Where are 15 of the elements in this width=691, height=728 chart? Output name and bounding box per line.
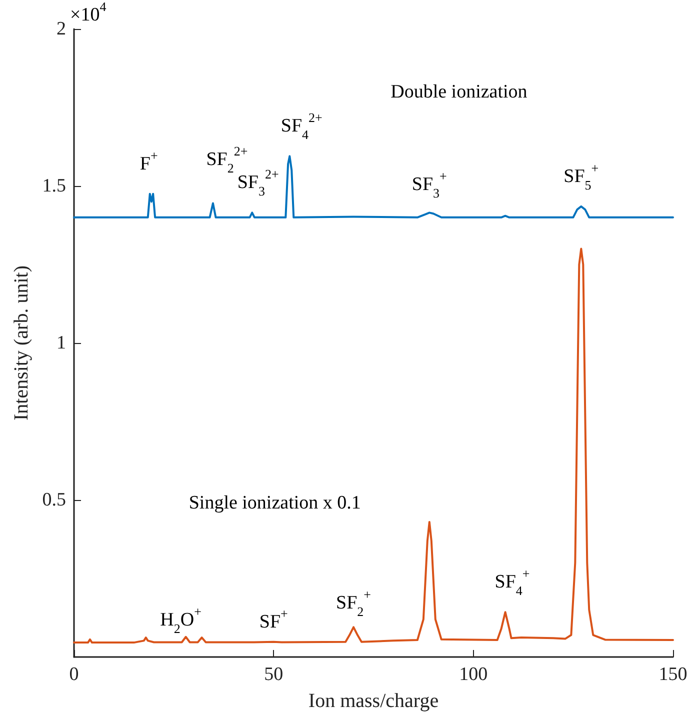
y-axis-title: Intensity (arb. unit) <box>10 266 32 420</box>
x-tick-label: 100 <box>459 664 488 685</box>
annotation: F+ <box>140 148 158 174</box>
x-tick-label: 0 <box>69 664 79 685</box>
annotation: Double ionization <box>390 81 528 102</box>
x-tick-label: 150 <box>658 664 688 685</box>
x-tick-label: 50 <box>264 664 284 685</box>
x-axis-title: Ion mass/charge <box>308 690 439 712</box>
y-tick-label: 1 <box>56 332 66 354</box>
annotation: Single ionization x 0.1 <box>188 492 361 514</box>
y-tick-label: 0.5 <box>42 490 66 510</box>
y-tick-label: 2 <box>56 18 66 40</box>
line-series <box>73 248 674 644</box>
y-tick-label: 1.5 <box>42 176 66 196</box>
annotation: SF+ <box>259 606 288 632</box>
